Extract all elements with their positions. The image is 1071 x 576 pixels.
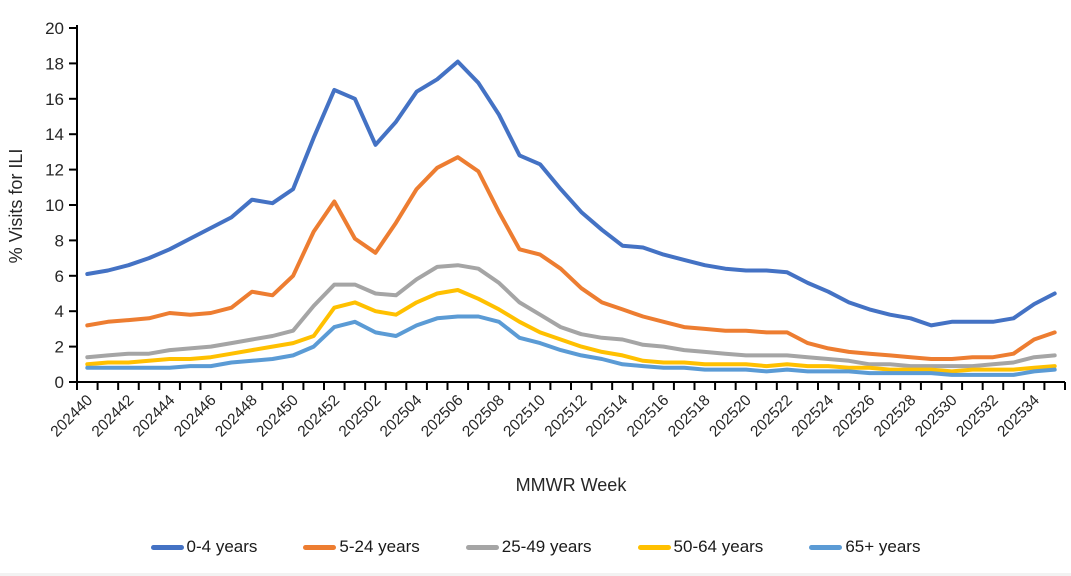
bottom-divider [0, 573, 1071, 576]
legend-item-5-24-years: 5-24 years [303, 537, 420, 557]
series-line-0-4-years [85, 59, 1057, 328]
y-tick-label: 12 [45, 161, 64, 180]
y-tick-label: 0 [55, 373, 64, 392]
legend-marker [637, 544, 671, 550]
legend-marker [809, 544, 843, 550]
x-tick-label: 202528 [871, 392, 920, 441]
legend-label: 65+ years [845, 537, 921, 556]
x-tick-label: 202516 [624, 392, 673, 441]
chart-legend: 0-4 years 5-24 years 25-49 years 50-64 year… [0, 533, 1071, 561]
legend-marker [150, 544, 184, 550]
legend-item-0-4-years: 0-4 years [150, 537, 258, 557]
x-tick-label: 202502 [336, 392, 385, 441]
y-tick-label: 2 [55, 338, 64, 357]
x-tick-label: 202448 [212, 392, 261, 441]
series-line-65-years [85, 314, 1057, 377]
x-tick-label: 202518 [665, 392, 714, 441]
legend-marker [303, 544, 337, 550]
x-tick-label: 202526 [830, 392, 879, 441]
x-tick-label: 202524 [789, 392, 838, 441]
x-tick-label: 202510 [500, 392, 549, 441]
series-line-5-24-years [85, 155, 1057, 361]
x-tick-label: 202444 [130, 392, 179, 441]
x-tick-label: 202452 [295, 392, 344, 441]
y-tick-label: 8 [55, 231, 64, 250]
x-axis-title: MMWR Week [516, 475, 628, 495]
y-tick-label: 16 [45, 90, 64, 109]
y-tick-label: 20 [45, 19, 64, 38]
legend-item-65-years: 65+ years [809, 537, 920, 557]
ili-line-chart: 0246810121416182020244020244220244420244… [6, 19, 1066, 495]
x-tick-label: 202522 [747, 392, 796, 441]
x-tick-label: 202508 [459, 392, 508, 441]
x-tick-label: 202446 [171, 392, 220, 441]
y-tick-label: 18 [45, 54, 64, 73]
series-line-25-49-years [85, 263, 1057, 369]
x-tick-label: 202532 [953, 392, 1002, 441]
legend-marker [465, 544, 499, 550]
y-tick-label: 6 [55, 267, 64, 286]
x-tick-label: 202504 [377, 392, 426, 441]
legend-item-25-49-years: 25-49 years [465, 537, 592, 557]
x-tick-label: 202530 [912, 392, 961, 441]
y-tick-label: 4 [55, 302, 64, 321]
x-tick-label: 202440 [48, 392, 97, 441]
plot-area: 0246810121416182020244020244220244420244… [45, 19, 1066, 441]
x-tick-label: 202514 [583, 392, 632, 441]
x-tick-label: 202512 [542, 392, 591, 441]
legend-label: 5-24 years [339, 537, 420, 556]
x-tick-label: 202520 [706, 392, 755, 441]
y-tick-label: 10 [45, 196, 64, 215]
x-tick-label: 202534 [994, 392, 1043, 441]
legend-item-50-64-years: 50-64 years [637, 537, 764, 557]
legend-label: 0-4 years [186, 537, 258, 556]
y-axis-title: % Visits for ILI [6, 149, 26, 264]
legend-label: 50-64 years [673, 537, 764, 556]
legend-label: 25-49 years [501, 537, 592, 556]
x-tick-label: 202450 [253, 392, 302, 441]
x-tick-label: 202506 [418, 392, 467, 441]
series-line-50-64-years [85, 288, 1057, 374]
y-tick-label: 14 [45, 125, 64, 144]
x-tick-label: 202442 [89, 392, 138, 441]
